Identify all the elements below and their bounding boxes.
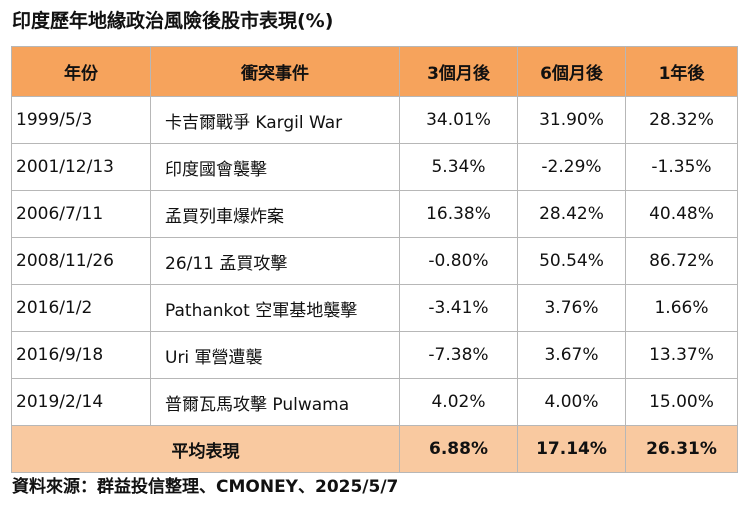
- row-6-months: -2.29%: [517, 143, 626, 191]
- row-6-months: 50.54%: [517, 237, 626, 285]
- table-row: 2008/11/26 26/11 孟買攻擊 -0.80% 50.54% 86.7…: [11, 237, 738, 285]
- row-event: 印度國會襲擊: [150, 143, 400, 191]
- row-date: 2001/12/13: [11, 143, 151, 191]
- row-3-months: 5.34%: [399, 143, 518, 191]
- average-label: 平均表現: [11, 425, 400, 473]
- row-date: 2008/11/26: [11, 237, 151, 285]
- row-1-year: 40.48%: [625, 190, 738, 238]
- table-row: 2001/12/13 印度國會襲擊 5.34% -2.29% -1.35%: [11, 143, 738, 191]
- table-row: 2019/2/14 普爾瓦馬攻擊 Pulwama 4.02% 4.00% 15.…: [11, 378, 738, 426]
- header-event: 衝突事件: [150, 46, 400, 97]
- row-3-months: -3.41%: [399, 284, 518, 332]
- average-6-months: 17.14%: [517, 425, 626, 473]
- row-1-year: 28.32%: [625, 96, 738, 144]
- row-event: Uri 軍營遭襲: [150, 331, 400, 379]
- row-event: 普爾瓦馬攻擊 Pulwama: [150, 378, 400, 426]
- row-event: 孟買列車爆炸案: [150, 190, 400, 238]
- table-row: 1999/5/3 卡吉爾戰爭 Kargil War 34.01% 31.90% …: [11, 96, 738, 144]
- header-6-months: 6個月後: [517, 46, 626, 97]
- average-3-months: 6.88%: [399, 425, 518, 473]
- row-1-year: 15.00%: [625, 378, 738, 426]
- row-1-year: 1.66%: [625, 284, 738, 332]
- performance-table: 年份 衝突事件 3個月後 6個月後 1年後 1999/5/3 卡吉爾戰爭 Kar…: [11, 46, 738, 473]
- row-event: 卡吉爾戰爭 Kargil War: [150, 96, 400, 144]
- header-year: 年份: [11, 46, 151, 97]
- row-6-months: 3.76%: [517, 284, 626, 332]
- row-3-months: 34.01%: [399, 96, 518, 144]
- row-date: 2016/9/18: [11, 331, 151, 379]
- table-row: 2016/9/18 Uri 軍營遭襲 -7.38% 3.67% 13.37%: [11, 331, 738, 379]
- row-event: Pathankot 空軍基地襲擊: [150, 284, 400, 332]
- row-date: 2019/2/14: [11, 378, 151, 426]
- table-row: 2016/1/2 Pathankot 空軍基地襲擊 -3.41% 3.76% 1…: [11, 284, 738, 332]
- row-6-months: 28.42%: [517, 190, 626, 238]
- row-1-year: 13.37%: [625, 331, 738, 379]
- row-3-months: -7.38%: [399, 331, 518, 379]
- row-3-months: 4.02%: [399, 378, 518, 426]
- performance-table-container: 年份 衝突事件 3個月後 6個月後 1年後 1999/5/3 卡吉爾戰爭 Kar…: [11, 46, 738, 473]
- average-row: 平均表現 6.88% 17.14% 26.31%: [11, 425, 738, 473]
- row-1-year: -1.35%: [625, 143, 738, 191]
- average-1-year: 26.31%: [625, 425, 738, 473]
- row-event: 26/11 孟買攻擊: [150, 237, 400, 285]
- row-date: 2006/7/11: [11, 190, 151, 238]
- row-date: 1999/5/3: [11, 96, 151, 144]
- source-note: 資料來源：群益投信整理、CMONEY、2025/5/7: [12, 477, 399, 497]
- row-1-year: 86.72%: [625, 237, 738, 285]
- row-6-months: 3.67%: [517, 331, 626, 379]
- row-date: 2016/1/2: [11, 284, 151, 332]
- header-row: 年份 衝突事件 3個月後 6個月後 1年後: [11, 46, 738, 97]
- header-3-months: 3個月後: [399, 46, 518, 97]
- row-6-months: 31.90%: [517, 96, 626, 144]
- row-3-months: -0.80%: [399, 237, 518, 285]
- table-title: 印度歷年地緣政治風險後股市表現(%): [12, 10, 334, 32]
- row-6-months: 4.00%: [517, 378, 626, 426]
- table-row: 2006/7/11 孟買列車爆炸案 16.38% 28.42% 40.48%: [11, 190, 738, 238]
- header-1-year: 1年後: [625, 46, 738, 97]
- row-3-months: 16.38%: [399, 190, 518, 238]
